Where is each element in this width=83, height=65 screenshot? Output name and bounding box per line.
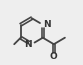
Text: O: O (50, 52, 58, 61)
Text: N: N (24, 40, 32, 49)
Text: N: N (43, 20, 50, 29)
